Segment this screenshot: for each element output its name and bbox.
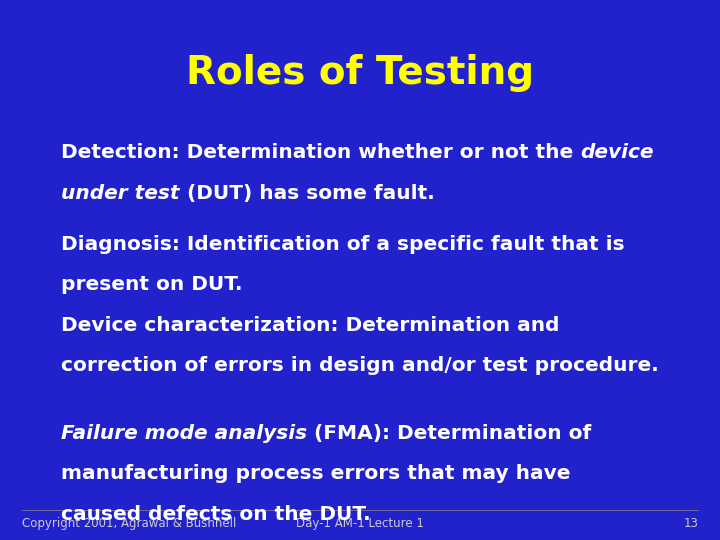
Text: under test: under test [61, 184, 180, 202]
Text: (FMA): Determination of: (FMA): Determination of [307, 424, 592, 443]
Text: caused defects on the DUT.: caused defects on the DUT. [61, 505, 371, 524]
Text: correction of errors in design and/or test procedure.: correction of errors in design and/or te… [61, 356, 659, 375]
Text: manufacturing process errors that may have: manufacturing process errors that may ha… [61, 464, 571, 483]
Text: (DUT) has some fault.: (DUT) has some fault. [180, 184, 434, 202]
Text: Detection: Determination whether or not the: Detection: Determination whether or not … [61, 143, 580, 162]
Text: 13: 13 [683, 517, 698, 530]
Text: device: device [580, 143, 654, 162]
Text: Diagnosis: Identification of a specific fault that is: Diagnosis: Identification of a specific … [61, 235, 625, 254]
Text: Device characterization: Determination and: Device characterization: Determination a… [61, 316, 559, 335]
Text: Copyright 2001, Agrawal & Bushnell: Copyright 2001, Agrawal & Bushnell [22, 517, 236, 530]
Text: present on DUT.: present on DUT. [61, 275, 243, 294]
Text: Failure mode analysis: Failure mode analysis [61, 424, 307, 443]
Text: Day-1 AM-1 Lecture 1: Day-1 AM-1 Lecture 1 [296, 517, 424, 530]
Text: Roles of Testing: Roles of Testing [186, 54, 534, 92]
